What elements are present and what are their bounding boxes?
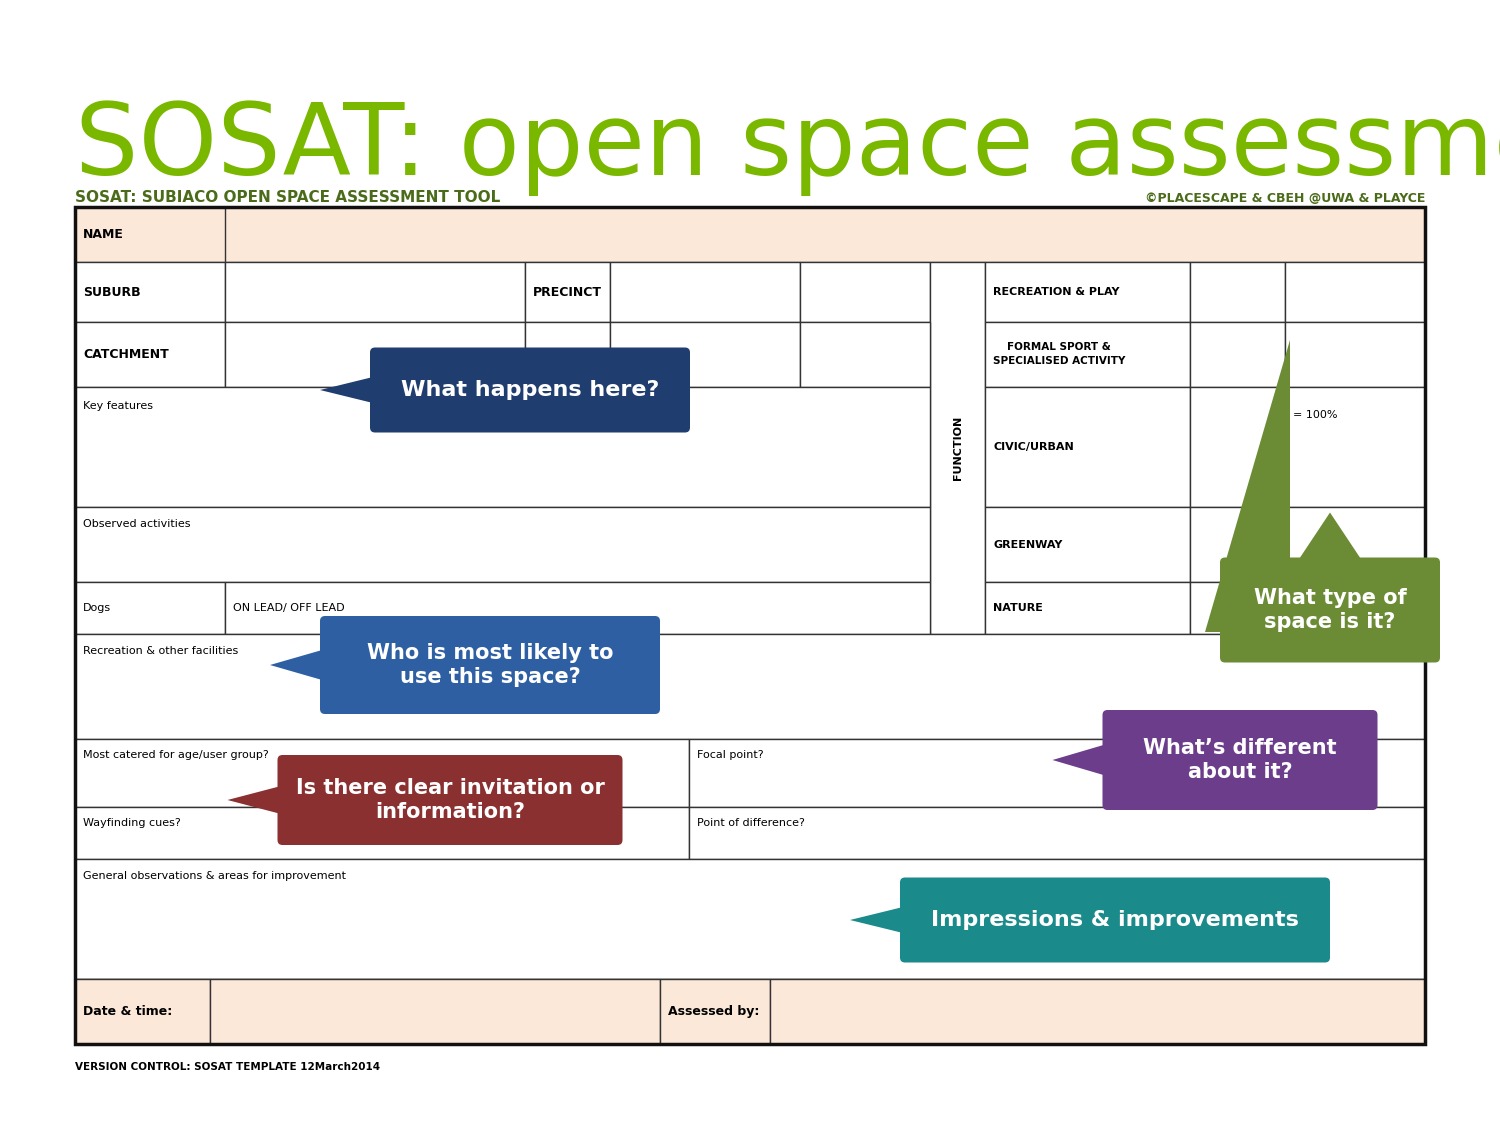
- FancyBboxPatch shape: [1220, 558, 1440, 663]
- Bar: [986, 507, 1190, 582]
- Bar: [210, 979, 660, 1044]
- Text: SOSAT: open space assessment: SOSAT: open space assessment: [75, 99, 1500, 197]
- Polygon shape: [1053, 744, 1107, 776]
- Bar: [75, 807, 688, 860]
- Text: Recreation & other facilities: Recreation & other facilities: [82, 646, 238, 656]
- Text: Is there clear invitation or
information?: Is there clear invitation or information…: [296, 778, 604, 821]
- Bar: [75, 979, 210, 1044]
- Bar: [1286, 262, 1425, 322]
- Text: ON LEAD/ OFF LEAD: ON LEAD/ OFF LEAD: [232, 603, 345, 613]
- Bar: [1190, 262, 1286, 322]
- Text: Dogs: Dogs: [82, 603, 111, 613]
- Text: Who is most likely to
use this space?: Who is most likely to use this space?: [366, 644, 614, 686]
- Bar: [930, 262, 986, 634]
- FancyBboxPatch shape: [370, 348, 690, 432]
- Text: Wayfinding cues?: Wayfinding cues?: [82, 818, 180, 828]
- FancyBboxPatch shape: [320, 616, 660, 714]
- Polygon shape: [1296, 513, 1364, 562]
- Bar: [75, 634, 1425, 739]
- Text: What’s different
about it?: What’s different about it?: [1143, 738, 1336, 782]
- Text: What type of
space is it?: What type of space is it?: [1254, 588, 1407, 631]
- Polygon shape: [228, 785, 282, 814]
- Bar: [660, 979, 770, 1044]
- Bar: [1190, 387, 1286, 507]
- Text: VERSION CONTROL: SOSAT TEMPLATE 12March2014: VERSION CONTROL: SOSAT TEMPLATE 12March2…: [75, 1062, 380, 1072]
- Text: FORMAL SPORT &
SPECIALISED ACTIVITY: FORMAL SPORT & SPECIALISED ACTIVITY: [993, 342, 1125, 367]
- Bar: [75, 262, 225, 322]
- Text: CIVIC/URBAN: CIVIC/URBAN: [993, 442, 1074, 452]
- Text: Focal point?: Focal point?: [698, 750, 764, 760]
- Bar: [75, 207, 1425, 262]
- Bar: [75, 860, 1425, 979]
- FancyBboxPatch shape: [900, 878, 1330, 963]
- Bar: [986, 322, 1190, 387]
- Bar: [610, 322, 800, 387]
- Bar: [75, 739, 688, 807]
- Bar: [770, 979, 1425, 1044]
- Bar: [525, 322, 610, 387]
- Bar: [688, 739, 1425, 807]
- Bar: [1190, 582, 1286, 634]
- Text: NAME: NAME: [82, 228, 124, 241]
- Bar: [75, 387, 930, 507]
- Text: ©PLACESCAPE & CBEH @UWA & PLAYCE: ©PLACESCAPE & CBEH @UWA & PLAYCE: [1144, 191, 1425, 205]
- Text: CATCHMENT: CATCHMENT: [82, 348, 168, 361]
- Text: Assessed by:: Assessed by:: [668, 1005, 759, 1018]
- Polygon shape: [320, 377, 375, 404]
- Bar: [75, 207, 1425, 1044]
- Bar: [75, 207, 225, 262]
- Text: NATURE: NATURE: [993, 603, 1042, 613]
- Polygon shape: [850, 907, 904, 934]
- Text: General observations & areas for improvement: General observations & areas for improve…: [82, 871, 346, 881]
- Text: FUNCTION: FUNCTION: [952, 416, 963, 480]
- Text: SUBURB: SUBURB: [82, 286, 141, 298]
- FancyBboxPatch shape: [1102, 710, 1377, 810]
- Bar: [75, 507, 930, 582]
- Bar: [1190, 322, 1286, 387]
- Text: Observed activities: Observed activities: [82, 519, 190, 529]
- Polygon shape: [270, 649, 326, 681]
- Bar: [800, 322, 930, 387]
- Bar: [75, 582, 225, 634]
- Bar: [525, 262, 610, 322]
- Text: SOSAT: SUBIACO OPEN SPACE ASSESSMENT TOOL: SOSAT: SUBIACO OPEN SPACE ASSESSMENT TOO…: [75, 190, 500, 206]
- Bar: [986, 387, 1190, 507]
- Text: Impressions & improvements: Impressions & improvements: [932, 910, 1299, 930]
- Bar: [225, 582, 930, 634]
- Bar: [75, 322, 225, 387]
- FancyBboxPatch shape: [278, 755, 622, 845]
- Bar: [986, 582, 1190, 634]
- Bar: [75, 979, 1425, 1044]
- Text: Key features: Key features: [82, 400, 153, 411]
- Bar: [1190, 507, 1286, 582]
- Bar: [1286, 507, 1425, 582]
- Text: Date & time:: Date & time:: [82, 1005, 172, 1018]
- Bar: [225, 262, 525, 322]
- Text: What happens here?: What happens here?: [400, 380, 658, 400]
- Bar: [1286, 582, 1425, 634]
- Bar: [986, 262, 1190, 322]
- Text: SIZE: SIZE: [532, 348, 564, 361]
- Bar: [1286, 387, 1425, 507]
- Bar: [225, 322, 525, 387]
- Polygon shape: [1204, 340, 1290, 632]
- Text: RECREATION & PLAY: RECREATION & PLAY: [993, 287, 1119, 297]
- Bar: [800, 262, 930, 322]
- Bar: [610, 262, 800, 322]
- Text: GREENWAY: GREENWAY: [993, 540, 1062, 549]
- Text: PRECINCT: PRECINCT: [532, 286, 602, 298]
- Text: = 100%: = 100%: [1293, 410, 1338, 420]
- Bar: [688, 807, 1425, 860]
- Bar: [1286, 322, 1425, 387]
- Text: Point of difference?: Point of difference?: [698, 818, 806, 828]
- Text: Most catered for age/user group?: Most catered for age/user group?: [82, 750, 268, 760]
